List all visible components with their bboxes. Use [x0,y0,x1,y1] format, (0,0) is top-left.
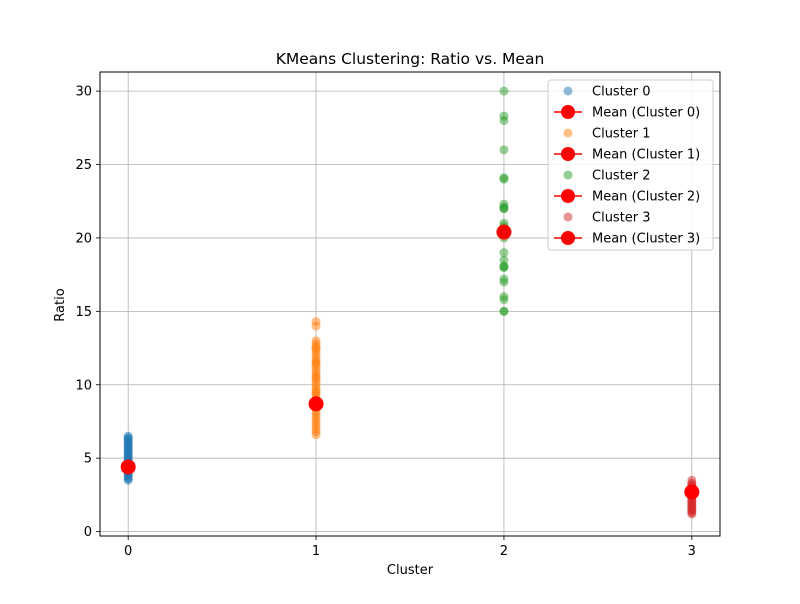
mean-marker [684,484,700,500]
y-tick-label: 0 [84,525,92,540]
legend-marker-mean [561,105,575,119]
data-point [311,387,321,397]
data-point [311,343,321,353]
legend-marker-points [563,128,573,138]
x-tick-label: 0 [124,544,132,559]
legend-label: Mean (Cluster 2) [592,190,700,205]
data-point [499,255,509,265]
legend-marker-mean [561,147,575,161]
data-point [499,204,509,214]
legend-label: Cluster 1 [592,127,651,142]
legend-marker-points [563,212,573,222]
legend-box [547,79,714,251]
data-point [311,372,321,382]
x-tick-label: 3 [688,544,696,559]
x-tick-label: 2 [500,544,508,559]
legend-label: Cluster 3 [592,211,651,226]
legend-marker-mean [561,189,575,203]
legend: Cluster 0 Mean (Cluster 0) Cluster 1 Mean (… [547,79,714,251]
legend-marker-mean [561,231,575,245]
y-tick-label: 25 [75,158,92,173]
y-tick-label: 30 [75,85,92,100]
data-point [499,248,509,258]
legend-marker-points [563,86,573,96]
data-point [499,262,509,272]
data-point [499,111,509,121]
data-point [311,317,321,327]
legend-label: Mean (Cluster 1) [592,148,700,163]
mean-marker [308,396,324,412]
y-tick-label: 15 [75,305,92,320]
y-axis-label: Ratio [53,288,68,321]
mean-marker [120,459,136,475]
x-axis-label: Cluster [387,563,434,578]
chart-title: KMeans Clustering: Ratio vs. Mean [276,50,545,68]
data-point [499,292,509,302]
axes-frame [99,71,721,537]
mean-marker [496,224,512,240]
data-point [123,431,133,441]
y-tick-label: 5 [84,452,92,467]
data-point [499,86,509,96]
legend-label: Mean (Cluster 0) [592,106,700,121]
data-point [311,336,321,346]
data-point [687,475,697,485]
legend-marker-points [563,170,573,180]
data-point [311,358,321,368]
y-tick-label: 20 [75,231,92,246]
y-tick-label: 10 [75,378,92,393]
data-point [499,306,509,316]
legend-label: Cluster 0 [592,85,651,100]
legend-label: Cluster 2 [592,169,651,184]
x-tick-label: 1 [312,544,320,559]
data-point [499,145,509,155]
data-point [499,274,509,284]
data-point [499,173,509,183]
legend-label: Mean (Cluster 3) [592,232,700,247]
